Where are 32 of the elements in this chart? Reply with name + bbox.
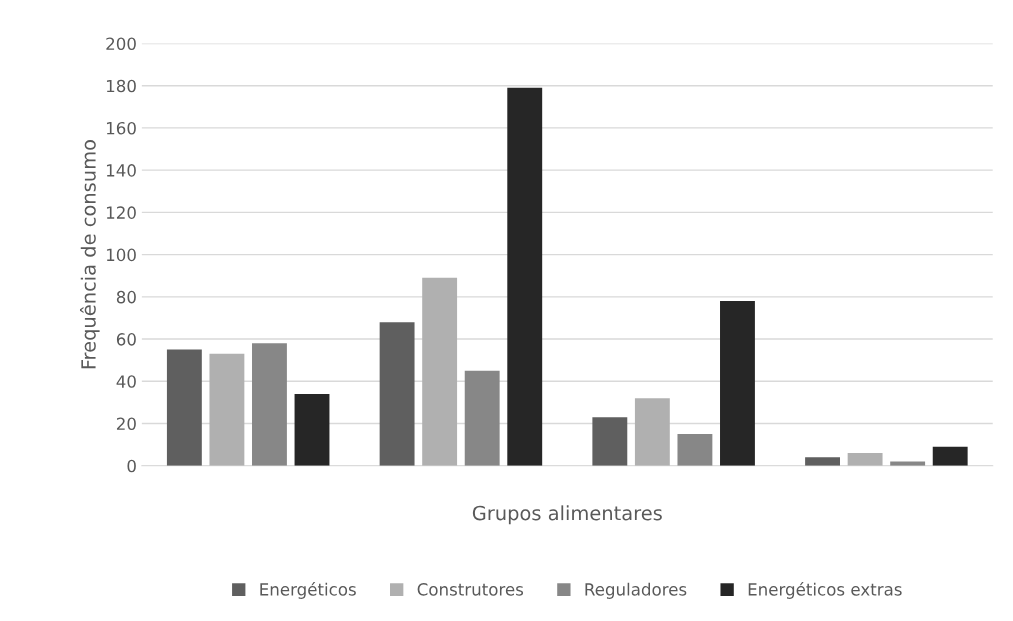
bar	[592, 417, 628, 466]
bar	[932, 446, 968, 466]
y-tick-label: 0	[127, 459, 136, 473]
bar	[847, 453, 883, 466]
bar	[379, 322, 415, 466]
y-tick-label: 80	[116, 290, 136, 304]
bar	[464, 370, 500, 466]
bar	[422, 277, 458, 466]
bar	[720, 301, 755, 466]
y-tick-label: 140	[106, 164, 136, 177]
bar	[209, 353, 245, 466]
y-tick-label: 120	[106, 206, 136, 219]
y-axis-title: Frequência de consumo	[79, 140, 100, 369]
y-tick-label: 60	[116, 333, 136, 346]
legend-label: Energéticos extras	[748, 582, 902, 599]
y-tick-label: 180	[106, 79, 136, 93]
bar	[294, 393, 330, 466]
bar	[677, 434, 713, 466]
legend-label: Reguladores	[585, 582, 687, 599]
bar	[166, 349, 202, 466]
bar	[507, 87, 543, 466]
y-tick-label: 100	[106, 248, 136, 262]
legend-label: Construtores	[417, 583, 524, 596]
bar	[634, 398, 670, 466]
y-tick-label: 20	[116, 417, 136, 431]
y-tick-label: 40	[116, 375, 136, 388]
x-axis-title: Grupos alimentares	[472, 505, 662, 525]
y-tick-label: 160	[106, 121, 136, 135]
bar	[805, 457, 840, 466]
y-tick-label: 200	[106, 37, 136, 51]
bar	[252, 343, 287, 466]
legend-label: Energéticos	[260, 582, 356, 599]
